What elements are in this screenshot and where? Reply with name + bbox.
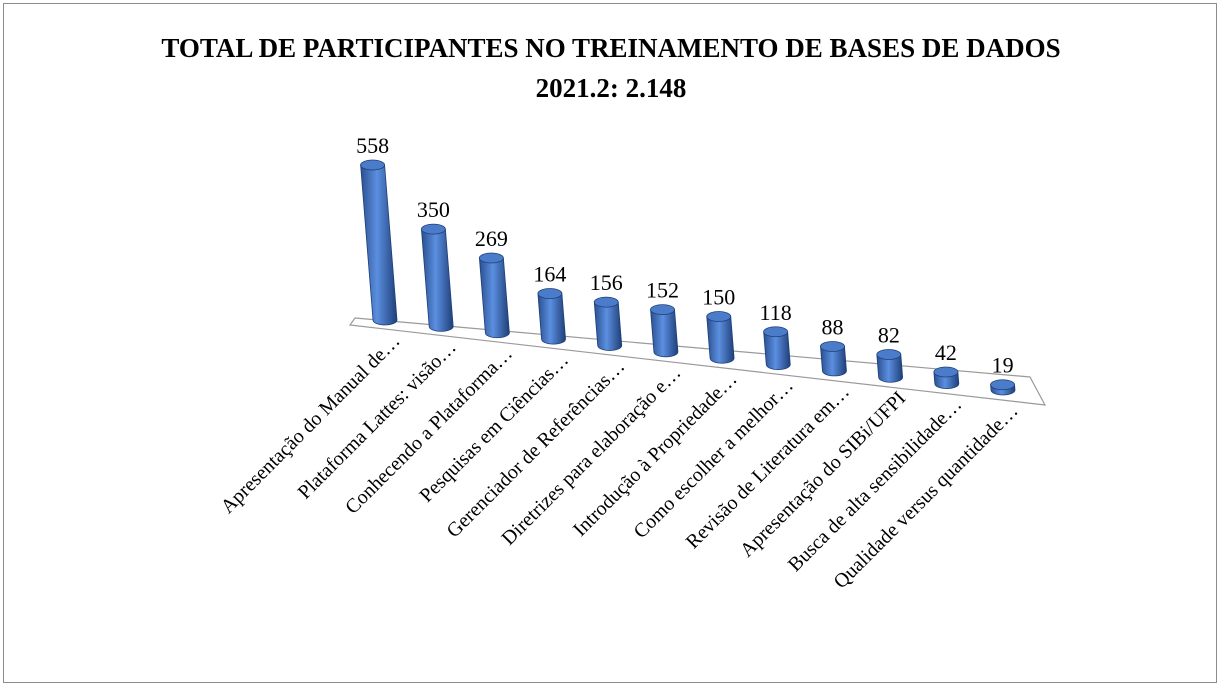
value-label: 269	[475, 226, 508, 251]
cylinder-body	[763, 331, 791, 370]
cylinder-top	[537, 288, 563, 299]
value-label: 42	[935, 340, 957, 365]
cylinder-top	[820, 341, 845, 352]
cylinder	[990, 379, 1016, 396]
cylinder-body	[420, 228, 454, 332]
value-label: 156	[590, 270, 623, 295]
cylinder-body	[537, 293, 566, 345]
cylinder	[933, 366, 960, 390]
cylinder-body	[478, 257, 510, 339]
value-label: 350	[417, 197, 450, 222]
cylinder	[650, 304, 679, 358]
value-label: 118	[760, 300, 792, 325]
value-label: 164	[533, 262, 566, 287]
cylinder	[763, 326, 791, 370]
cylinder	[876, 349, 904, 383]
cylinder-top	[650, 304, 675, 315]
cylinder-body	[706, 316, 735, 364]
cylinder-body	[593, 301, 623, 351]
cylinder-top	[421, 223, 446, 235]
cylinder	[478, 252, 510, 339]
cylinder-body	[360, 164, 398, 326]
cylinder	[820, 341, 847, 377]
cylinder-top	[360, 159, 386, 171]
cylinder	[593, 296, 623, 351]
value-label: 82	[878, 322, 900, 347]
value-label: 150	[702, 285, 735, 310]
cylinder-top	[876, 349, 902, 360]
cylinder	[537, 288, 566, 345]
cylinder-top	[990, 379, 1015, 391]
cylinder-body	[876, 354, 904, 383]
value-label: 19	[992, 353, 1014, 378]
chart-frame	[3, 3, 1217, 683]
cylinder	[706, 311, 735, 364]
cylinder	[360, 159, 398, 326]
cylinder-body	[650, 309, 679, 358]
cylinder-top	[478, 252, 504, 264]
cylinder-body	[820, 346, 847, 377]
floor	[348, 317, 1047, 406]
chart-title: TOTAL DE PARTICIPANTES NO TREINAMENTO DE…	[161, 33, 1061, 103]
value-label: 152	[646, 278, 679, 303]
cylinder-top	[706, 311, 732, 322]
value-label: 88	[821, 314, 843, 339]
cylinder-top	[593, 296, 619, 308]
cylinder-top	[933, 366, 959, 378]
value-label: 558	[356, 133, 389, 158]
cylinder-top	[763, 326, 789, 338]
cylinder	[420, 223, 454, 332]
